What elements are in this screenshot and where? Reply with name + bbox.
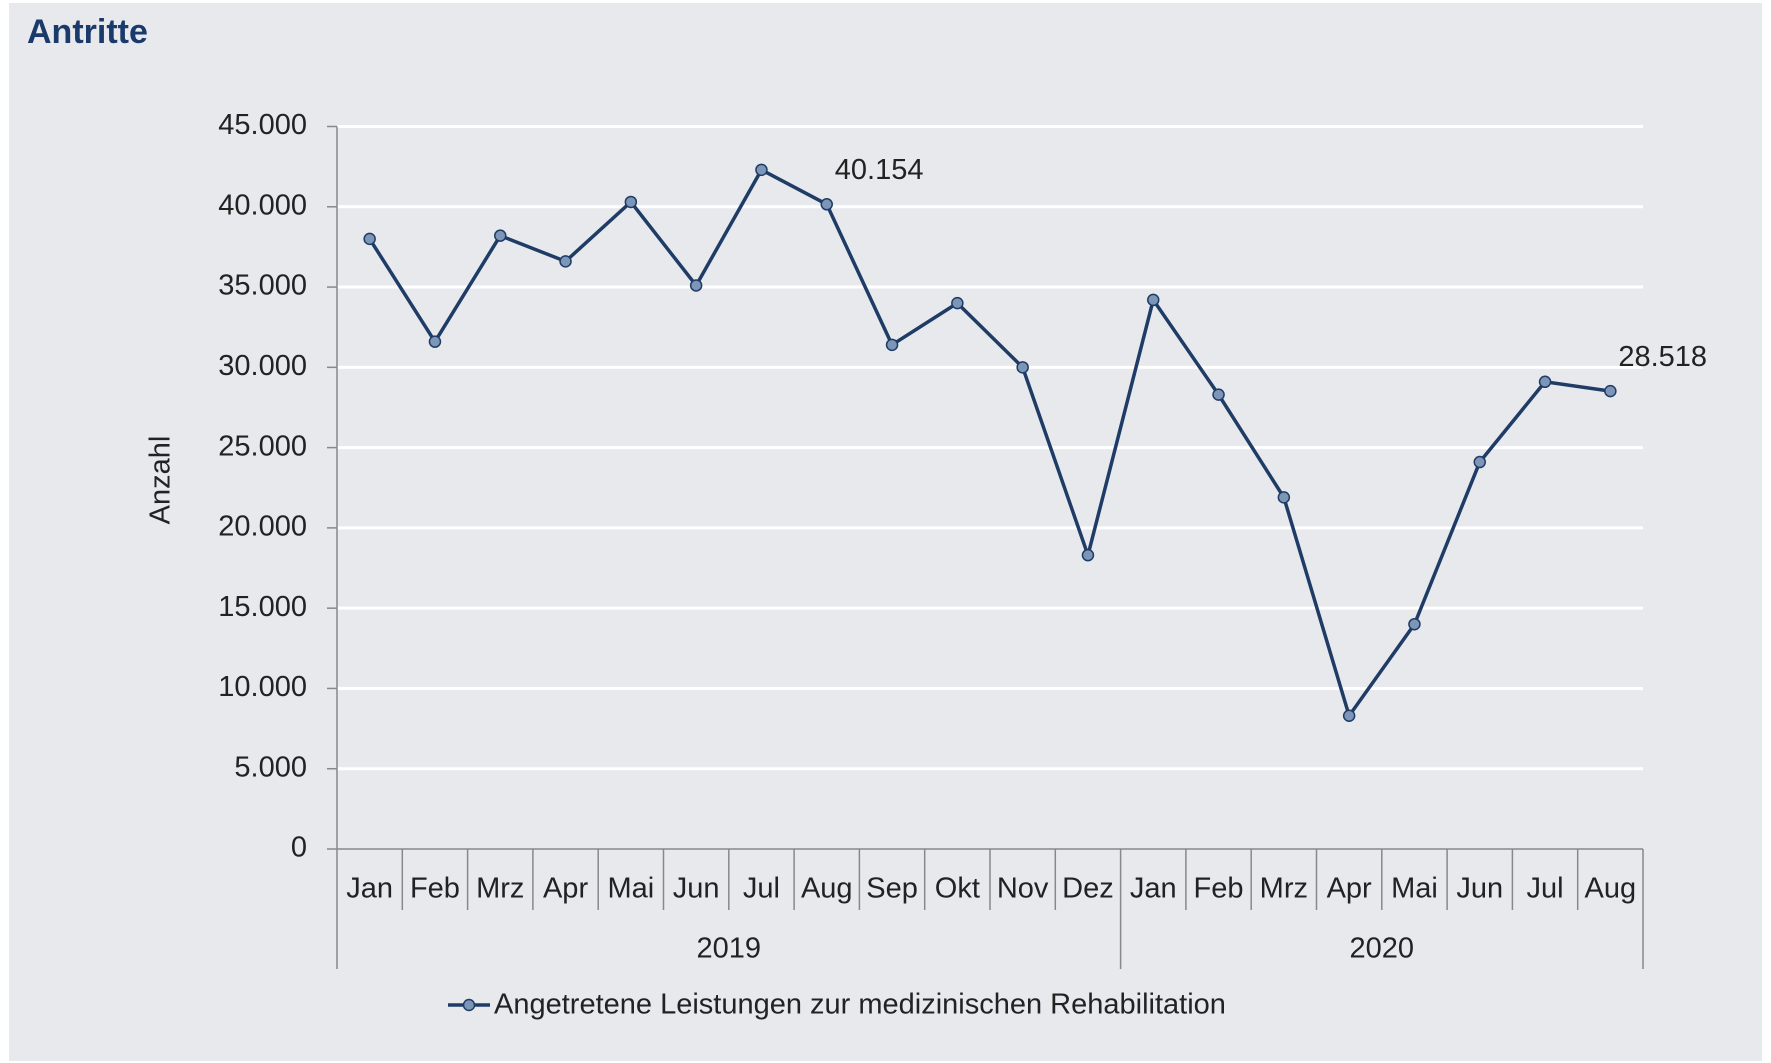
x-tick-label: Aug xyxy=(801,873,853,905)
x-tick-label: Jun xyxy=(673,873,720,905)
x-tick-label: Nov xyxy=(997,873,1049,905)
y-tick-label: 15.000 xyxy=(218,591,307,623)
y-tick-label: 20.000 xyxy=(218,511,307,543)
marker xyxy=(1473,455,1486,469)
y-tick-label: 40.000 xyxy=(218,189,307,221)
x-tick-label: Mai xyxy=(607,873,654,905)
marker xyxy=(1604,384,1617,398)
y-tick-label: 5.000 xyxy=(234,751,307,783)
x-tick-label: Jun xyxy=(1456,873,1503,905)
marker xyxy=(755,163,768,177)
y-tick-label: 25.000 xyxy=(218,430,307,462)
x-tick-label: Mrz xyxy=(1260,873,1308,905)
background xyxy=(9,3,1762,1061)
x-tick-label: Sep xyxy=(866,873,918,905)
y-tick-label: 35.000 xyxy=(218,270,307,302)
x-tick-label: Okt xyxy=(935,873,980,905)
marker xyxy=(1147,293,1160,307)
chart-title: Antritte xyxy=(27,13,148,51)
y-tick-label: 10.000 xyxy=(218,671,307,703)
marker xyxy=(1212,388,1225,401)
data-label: 40.154 xyxy=(835,154,924,186)
marker xyxy=(1081,548,1095,562)
y-axis-label: Anzahl xyxy=(145,436,177,525)
marker xyxy=(885,338,899,352)
y-tick-label: 0 xyxy=(291,832,307,864)
x-tick-label: Mrz xyxy=(476,873,524,905)
x-tick-label: Apr xyxy=(1327,873,1372,905)
marker xyxy=(1538,375,1552,389)
marker xyxy=(1277,491,1291,504)
y-tick-label: 45.000 xyxy=(218,109,307,141)
marker xyxy=(494,229,507,242)
x-tick-label: Jul xyxy=(1527,873,1564,905)
line xyxy=(368,167,1611,720)
x-tick-label: Jan xyxy=(346,873,393,905)
marker xyxy=(820,198,833,211)
y-tick-label: 30.000 xyxy=(218,350,307,382)
group-label: 2020 xyxy=(1350,933,1415,965)
x-tick-label: Dez xyxy=(1062,873,1114,905)
x-tick-label: Feb xyxy=(410,873,460,905)
marker xyxy=(624,195,638,209)
data-label: 28.518 xyxy=(1618,341,1707,373)
marker xyxy=(428,335,442,348)
marker xyxy=(559,255,572,268)
legend-marker xyxy=(462,998,476,1012)
marker xyxy=(689,279,703,292)
legend-label: Angetretene Leistungen zur medizinischen… xyxy=(494,989,1226,1021)
x-tick-label: Feb xyxy=(1194,873,1244,905)
x-tick-label: Jan xyxy=(1130,873,1177,905)
marker xyxy=(363,232,376,246)
x-tick-label: Apr xyxy=(543,873,588,905)
marker xyxy=(1016,361,1029,374)
marker xyxy=(1408,617,1421,631)
marker xyxy=(951,296,964,310)
x-tick-label: Jul xyxy=(743,873,780,905)
marker xyxy=(1342,709,1356,722)
group-label: 2019 xyxy=(697,933,762,965)
x-tick-label: Mai xyxy=(1391,873,1438,905)
x-tick-label: Aug xyxy=(1585,873,1637,905)
